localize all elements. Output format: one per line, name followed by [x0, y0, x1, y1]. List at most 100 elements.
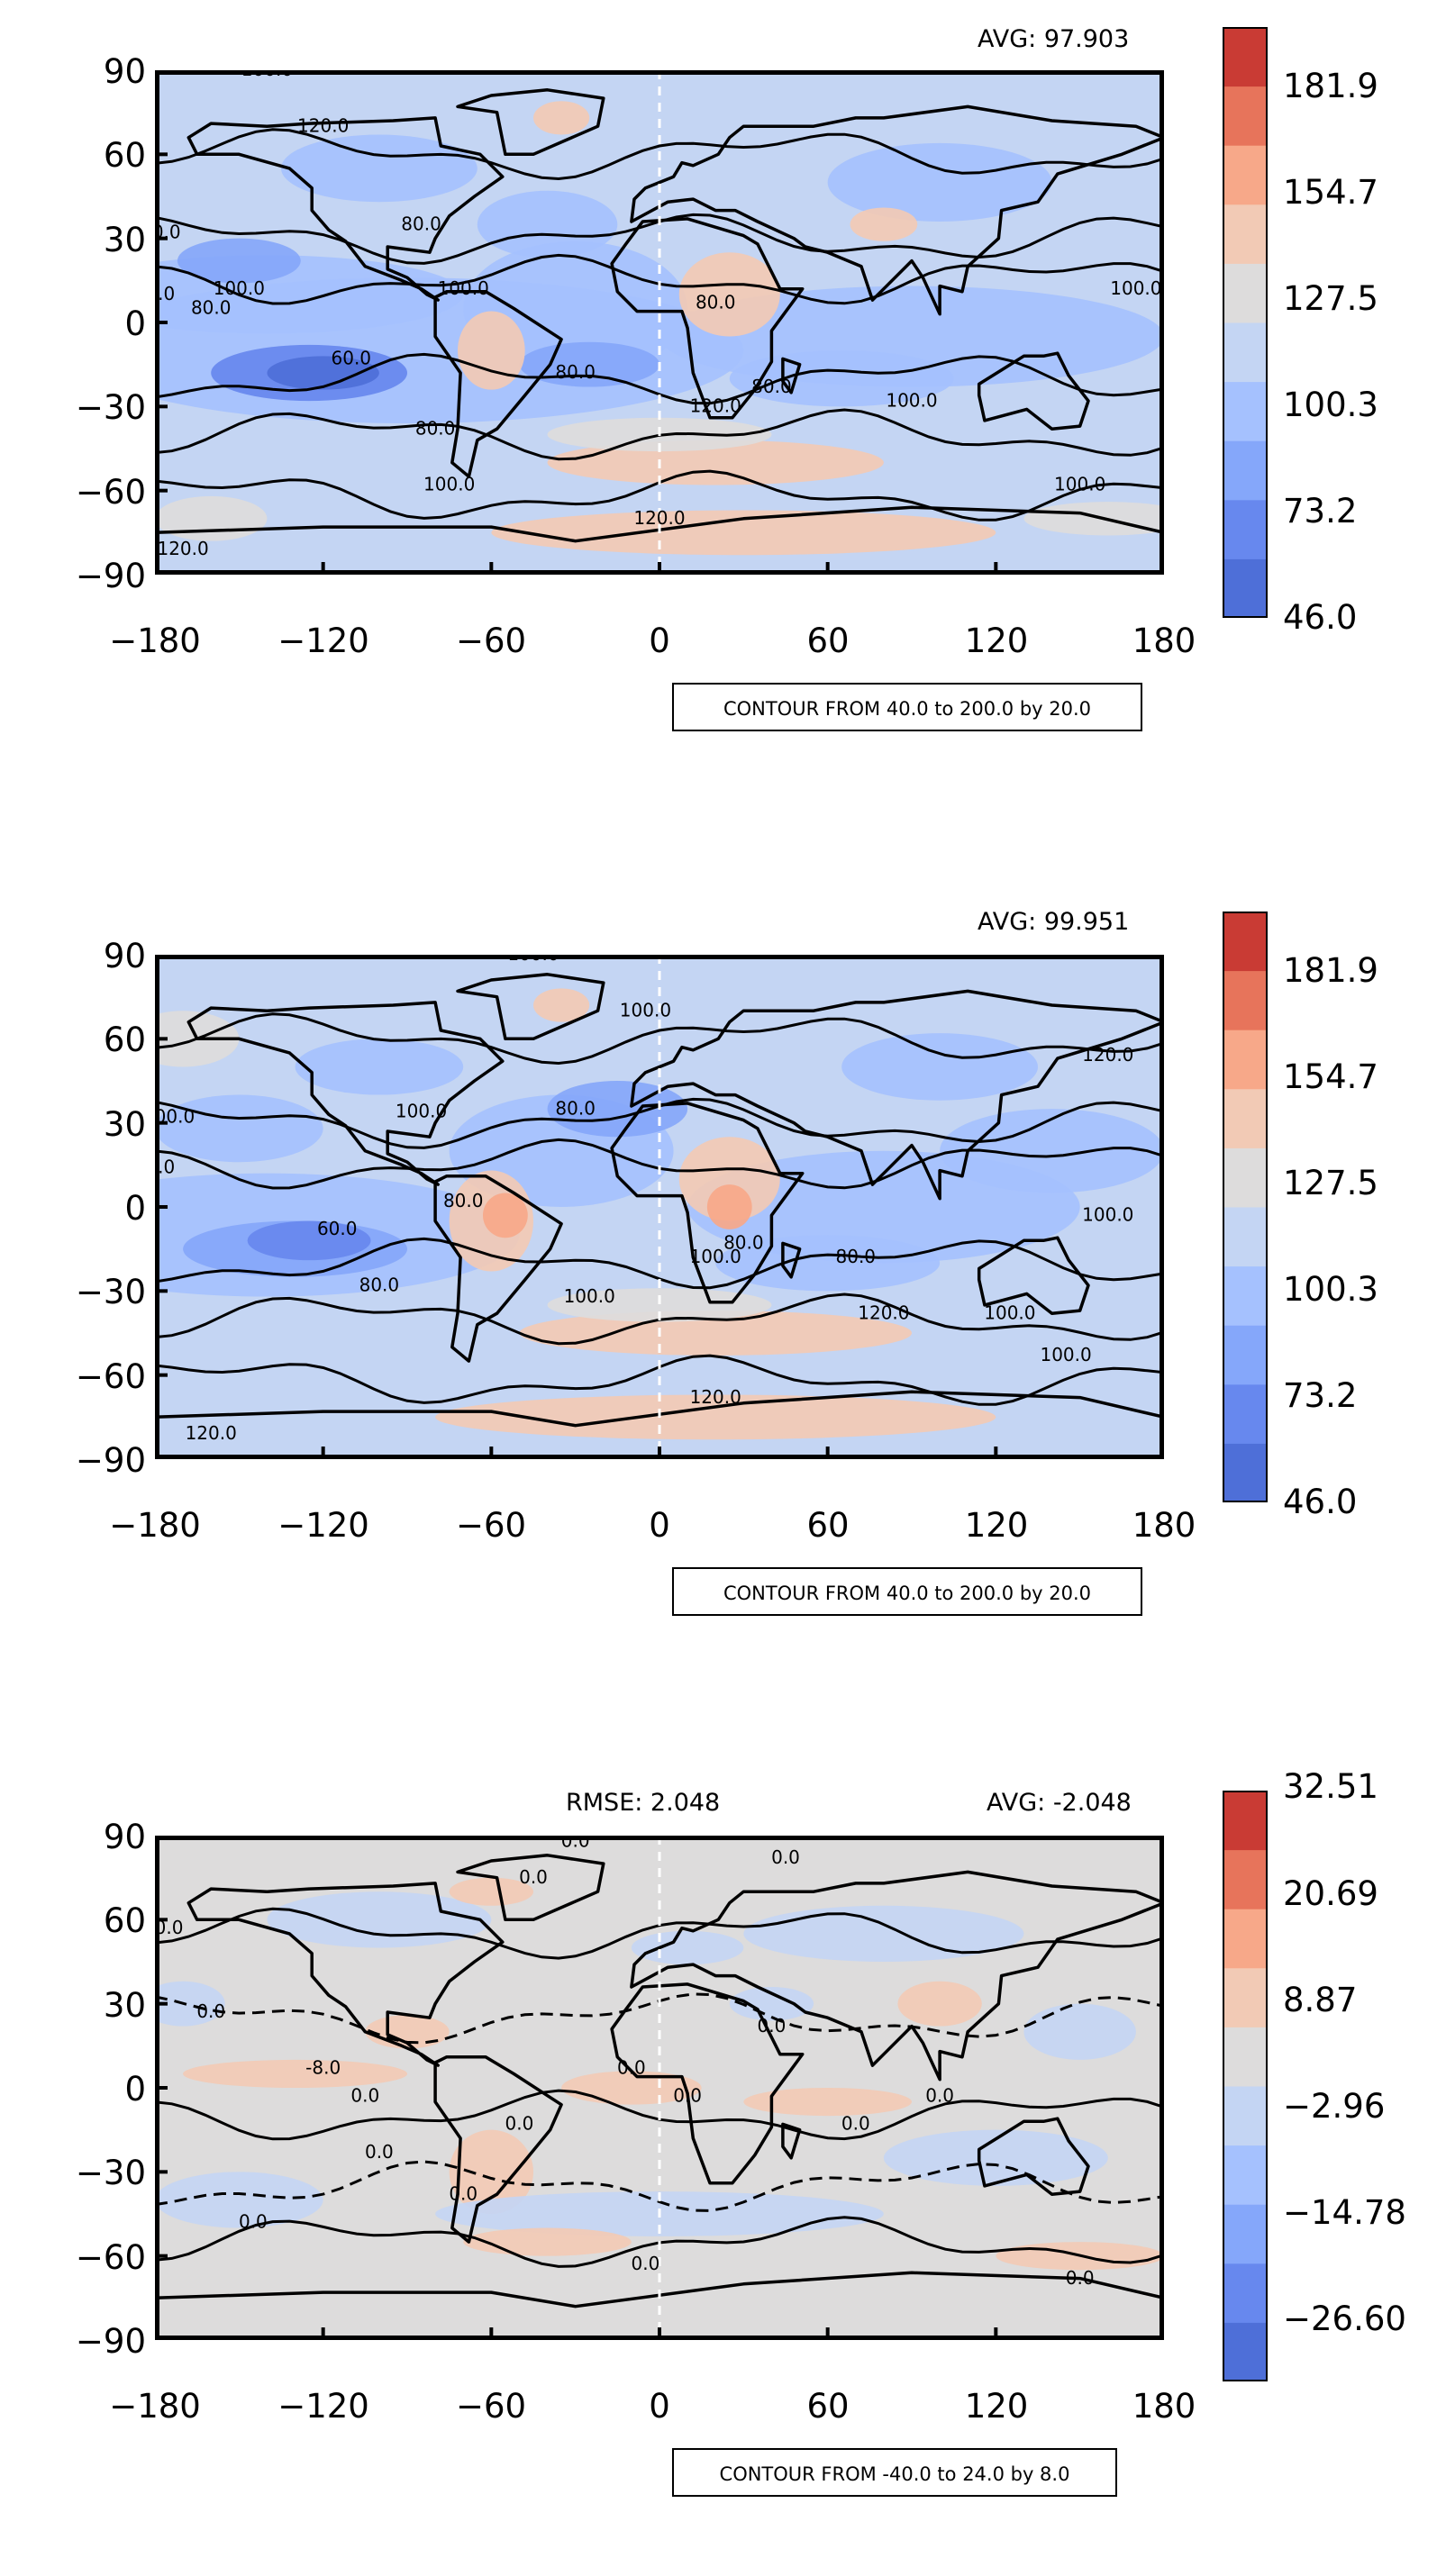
contour-label: 0.0 — [350, 2085, 379, 2107]
colorbar-swatch — [1223, 1088, 1268, 1148]
x-tick-label: −180 — [109, 2387, 201, 2426]
contour-label: 60.0 — [332, 348, 372, 369]
colorbar-swatches — [1223, 912, 1268, 1502]
x-tick-label: −60 — [455, 621, 527, 660]
colorbar-swatch — [1223, 2263, 1268, 2323]
contour-label: 100.0 — [507, 955, 559, 965]
x-tick-label: −120 — [277, 2387, 369, 2426]
colorbar-label: 181.9 — [1283, 951, 1378, 990]
x-tick-label: 120 — [964, 1506, 1029, 1545]
map-panel-1: AVG: 97.903 100.0120.0100.080.0100.080.0… — [0, 0, 1446, 811]
colorbar-label: 127.5 — [1283, 279, 1378, 318]
contour-label: 100.0 — [620, 999, 671, 1020]
colorbar-swatch — [1223, 145, 1268, 205]
contour-label: 100.0 — [396, 1100, 447, 1121]
colorbar-label: 127.5 — [1283, 1164, 1378, 1202]
colorbar-swatch — [1223, 440, 1268, 501]
contour-label: 80.0 — [555, 361, 596, 383]
contour-label: 100.0 — [214, 277, 265, 299]
contour-label: 100.0 — [886, 389, 937, 411]
colorbar-swatches — [1223, 27, 1268, 618]
x-tick-label: 120 — [964, 621, 1029, 660]
y-tick-label: −60 — [75, 1357, 146, 1396]
y-tick-label: 0 — [124, 304, 146, 343]
contour-label: 120.0 — [157, 538, 208, 559]
contour-label: 60.0 — [317, 1218, 358, 1239]
contour-label: 80.0 — [359, 1274, 400, 1295]
map-axes: 100.0100.080.0100.080.080.060.080.0100.0… — [155, 955, 1164, 1459]
colorbar-swatch — [1223, 2322, 1268, 2381]
contour-label: 120.0 — [1082, 1044, 1133, 1066]
x-tick-label: −180 — [109, 621, 201, 660]
contour-label: 0.0 — [617, 2056, 646, 2078]
contour-label: 80.0 — [555, 1097, 596, 1119]
colorbar-swatch — [1223, 1909, 1268, 1969]
contour-label: 0.0 — [925, 2085, 954, 2107]
colorbar-swatch — [1223, 1443, 1268, 1502]
colorbar-swatch — [1223, 2145, 1268, 2205]
contour-label: 100.0 — [423, 474, 475, 495]
colorbar-label: 73.2 — [1283, 1376, 1358, 1415]
contour-label: 100.0 — [1082, 1204, 1133, 1226]
y-tick-label: −30 — [75, 2154, 146, 2192]
x-tick-label: 60 — [806, 1506, 850, 1545]
colorbar-label: 20.69 — [1283, 1874, 1378, 1913]
y-tick-label: 60 — [103, 1020, 146, 1059]
colorbar-swatch — [1223, 1849, 1268, 1909]
avg-label: AVG: 99.951 — [978, 908, 1130, 936]
y-tick-label: 90 — [103, 1818, 146, 1856]
y-tick-label: 90 — [103, 52, 146, 91]
colorbar-label: 46.0 — [1283, 1483, 1358, 1521]
x-tick-label: 180 — [1132, 2387, 1196, 2426]
contour-label: 0.0 — [561, 1836, 590, 1851]
x-tick-label: 60 — [806, 2387, 850, 2426]
contour-label: 0.0 — [196, 2000, 225, 2022]
colorbar-label: −14.78 — [1283, 2193, 1406, 2232]
contour-label: 120.0 — [633, 507, 685, 529]
contour-label: 80.0 — [401, 213, 441, 234]
colorbar-swatches — [1223, 1791, 1268, 2381]
rmse-label: RMSE: 2.048 — [566, 1789, 721, 1817]
avg-label: AVG: -2.048 — [987, 1789, 1132, 1817]
map-panel-3: RMSE: 2.048 AVG: -2.048 0.0 0.0 0.0 0.0 0.0-… — [0, 1765, 1446, 2576]
contour-label: 80.0 — [415, 417, 456, 439]
contour-note: CONTOUR FROM -40.0 to 24.0 by 8.0 — [672, 2448, 1117, 2497]
colorbar-swatch — [1223, 1207, 1268, 1267]
x-tick-label: −180 — [109, 1506, 201, 1545]
contour-label: 80.0 — [155, 283, 175, 304]
y-tick-label: 60 — [103, 136, 146, 175]
y-tick-label: 0 — [124, 2070, 146, 2109]
y-tick-label: −90 — [75, 2322, 146, 2361]
colorbar-swatch — [1223, 2086, 1268, 2146]
contour-label: 0.0 — [758, 2015, 787, 2036]
y-tick-label: −30 — [75, 1273, 146, 1311]
map-panel-2: AVG: 99.951 100.0 100.0 80.0 100.0 80.0 80.0 6… — [0, 883, 1446, 1693]
contour-label: 120.0 — [297, 114, 349, 136]
colorbar-label: 181.9 — [1283, 67, 1378, 105]
contour-label: 0.0 — [449, 2182, 477, 2204]
colorbar-label: 73.2 — [1283, 492, 1358, 531]
y-tick-label: 90 — [103, 937, 146, 975]
colorbar-swatch — [1223, 558, 1268, 618]
contour-label: 80.0 — [696, 291, 736, 313]
contour-note: CONTOUR FROM 40.0 to 200.0 by 20.0 — [672, 683, 1142, 731]
y-tick-label: −30 — [75, 388, 146, 427]
map-field: 100.0100.080.0100.080.080.060.080.0100.0… — [155, 955, 1164, 1459]
colorbar-label: 100.3 — [1283, 1270, 1378, 1309]
contour-label: 120.0 — [690, 1386, 741, 1408]
contour-label: -8.0 — [305, 2056, 341, 2078]
colorbar-swatch — [1223, 912, 1268, 972]
x-tick-label: 180 — [1132, 621, 1196, 660]
map-field: 0.0 0.0 0.0 0.0 0.0 -8.0 0.0 0.0 0.0 0.0 0.0 0.0 0.0… — [155, 1836, 1164, 2340]
contour-label: 80.0 — [751, 376, 792, 397]
contour-label: 80.0 — [155, 1156, 175, 1178]
contour-label: 80.0 — [191, 297, 232, 319]
x-tick-label: 0 — [649, 621, 670, 660]
contour-label: 100.0 — [1054, 474, 1105, 495]
y-tick-label: −90 — [75, 557, 146, 595]
contour-label: 0.0 — [673, 2085, 702, 2107]
colorbar-swatch — [1223, 1029, 1268, 1090]
contour-label: 120.0 — [690, 395, 741, 417]
colorbar-swatch — [1223, 86, 1268, 146]
colorbar-swatch — [1223, 1383, 1268, 1444]
